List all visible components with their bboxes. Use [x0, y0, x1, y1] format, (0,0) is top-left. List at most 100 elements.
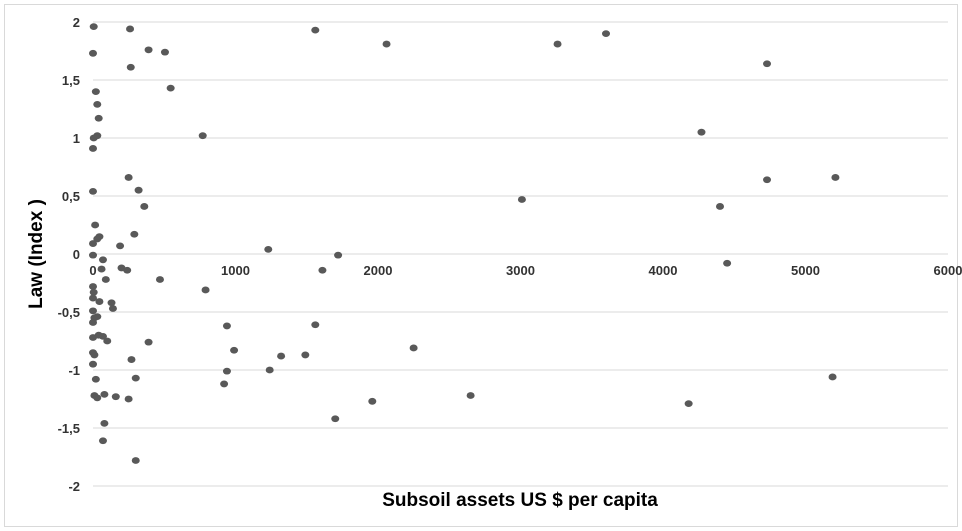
data-point — [160, 48, 169, 56]
y-tick-label: 0,5 — [62, 189, 80, 204]
data-point — [144, 46, 153, 54]
data-point — [100, 390, 109, 398]
data-point — [134, 186, 143, 194]
data-point — [91, 88, 100, 95]
data-point — [382, 40, 391, 48]
x-axis-title: Subsoil assets US $ per capita — [382, 490, 658, 511]
y-tick-label: -1 — [68, 363, 80, 378]
data-point — [409, 344, 418, 352]
data-point — [331, 415, 340, 423]
data-point — [230, 346, 239, 354]
data-point — [553, 40, 562, 48]
x-tick-label: 3000 — [506, 263, 535, 278]
data-points — [89, 23, 840, 464]
data-point — [103, 337, 112, 345]
data-point — [89, 283, 97, 290]
x-tick-label: 4000 — [649, 263, 678, 278]
y-tick-label: 0 — [73, 247, 80, 262]
data-point — [124, 395, 133, 403]
data-point — [89, 307, 97, 315]
data-point — [828, 373, 837, 381]
data-point — [90, 351, 99, 359]
chart-area — [4, 4, 958, 527]
data-point — [97, 265, 106, 273]
y-axis-title: Law (Index ) — [26, 199, 47, 309]
data-point — [98, 332, 107, 340]
data-point — [94, 114, 103, 122]
data-point — [155, 276, 164, 283]
data-point — [89, 294, 97, 302]
x-tick-label: 5000 — [791, 263, 820, 278]
data-point — [144, 338, 153, 346]
data-point — [198, 132, 207, 140]
data-point — [201, 286, 210, 294]
data-point — [166, 84, 175, 92]
data-point — [123, 266, 132, 274]
y-tick-label: 1,5 — [62, 73, 80, 88]
data-point — [130, 230, 139, 238]
data-point — [126, 25, 135, 33]
data-point — [334, 251, 343, 259]
data-point — [95, 298, 104, 305]
data-point — [684, 400, 693, 408]
data-point — [723, 259, 732, 267]
data-point — [222, 322, 231, 330]
data-point — [89, 319, 97, 326]
data-point — [265, 366, 274, 374]
data-point — [311, 26, 320, 34]
x-tick-label: 0 — [89, 263, 96, 278]
data-point — [127, 356, 136, 363]
data-point — [93, 313, 102, 321]
data-point — [264, 245, 273, 253]
data-point — [89, 360, 97, 368]
data-point — [107, 299, 116, 307]
data-point — [89, 49, 97, 57]
data-point — [89, 145, 97, 152]
data-point — [140, 203, 149, 210]
y-tick-label: 2 — [73, 15, 80, 30]
data-point — [602, 30, 610, 37]
data-point — [517, 196, 526, 203]
data-point — [301, 351, 310, 359]
data-point — [126, 63, 135, 71]
data-point — [124, 174, 133, 181]
data-point — [831, 174, 840, 181]
x-tick-label: 6000 — [934, 263, 962, 278]
data-point — [93, 394, 102, 402]
data-point — [277, 352, 286, 360]
data-point — [131, 457, 140, 464]
data-point — [763, 176, 772, 184]
y-tick-label: -2 — [68, 479, 80, 494]
data-point — [108, 305, 117, 312]
data-point — [89, 288, 98, 296]
data-point — [311, 321, 320, 329]
data-point — [116, 242, 125, 250]
gridlines — [93, 21, 948, 487]
y-tick-label: 1 — [73, 131, 80, 146]
x-tick-label: 2000 — [364, 263, 393, 278]
data-point — [91, 375, 100, 383]
data-point — [98, 437, 107, 445]
data-point — [220, 380, 229, 388]
x-tick-label: 1000 — [221, 263, 250, 278]
data-point — [131, 374, 140, 382]
y-tick-label: -1,5 — [58, 421, 80, 436]
data-point — [763, 60, 772, 68]
data-point — [98, 256, 107, 264]
data-point — [716, 203, 724, 210]
data-point — [100, 419, 109, 427]
data-point — [697, 128, 706, 136]
data-point — [222, 367, 231, 375]
x-axis-tick-labels: 0 1000 2000 3000 4000 5000 6000 — [89, 263, 962, 278]
data-point — [93, 132, 102, 140]
data-point — [91, 221, 100, 229]
data-point — [466, 392, 475, 399]
data-point — [89, 23, 98, 31]
data-point — [101, 276, 110, 283]
data-point — [318, 266, 327, 274]
data-point — [89, 251, 97, 259]
data-point — [93, 235, 102, 243]
data-point — [89, 240, 97, 247]
y-axis-tick-labels: 2 1,5 1 0,5 0 -0,5 -1 -1,5 -2 — [58, 15, 80, 494]
